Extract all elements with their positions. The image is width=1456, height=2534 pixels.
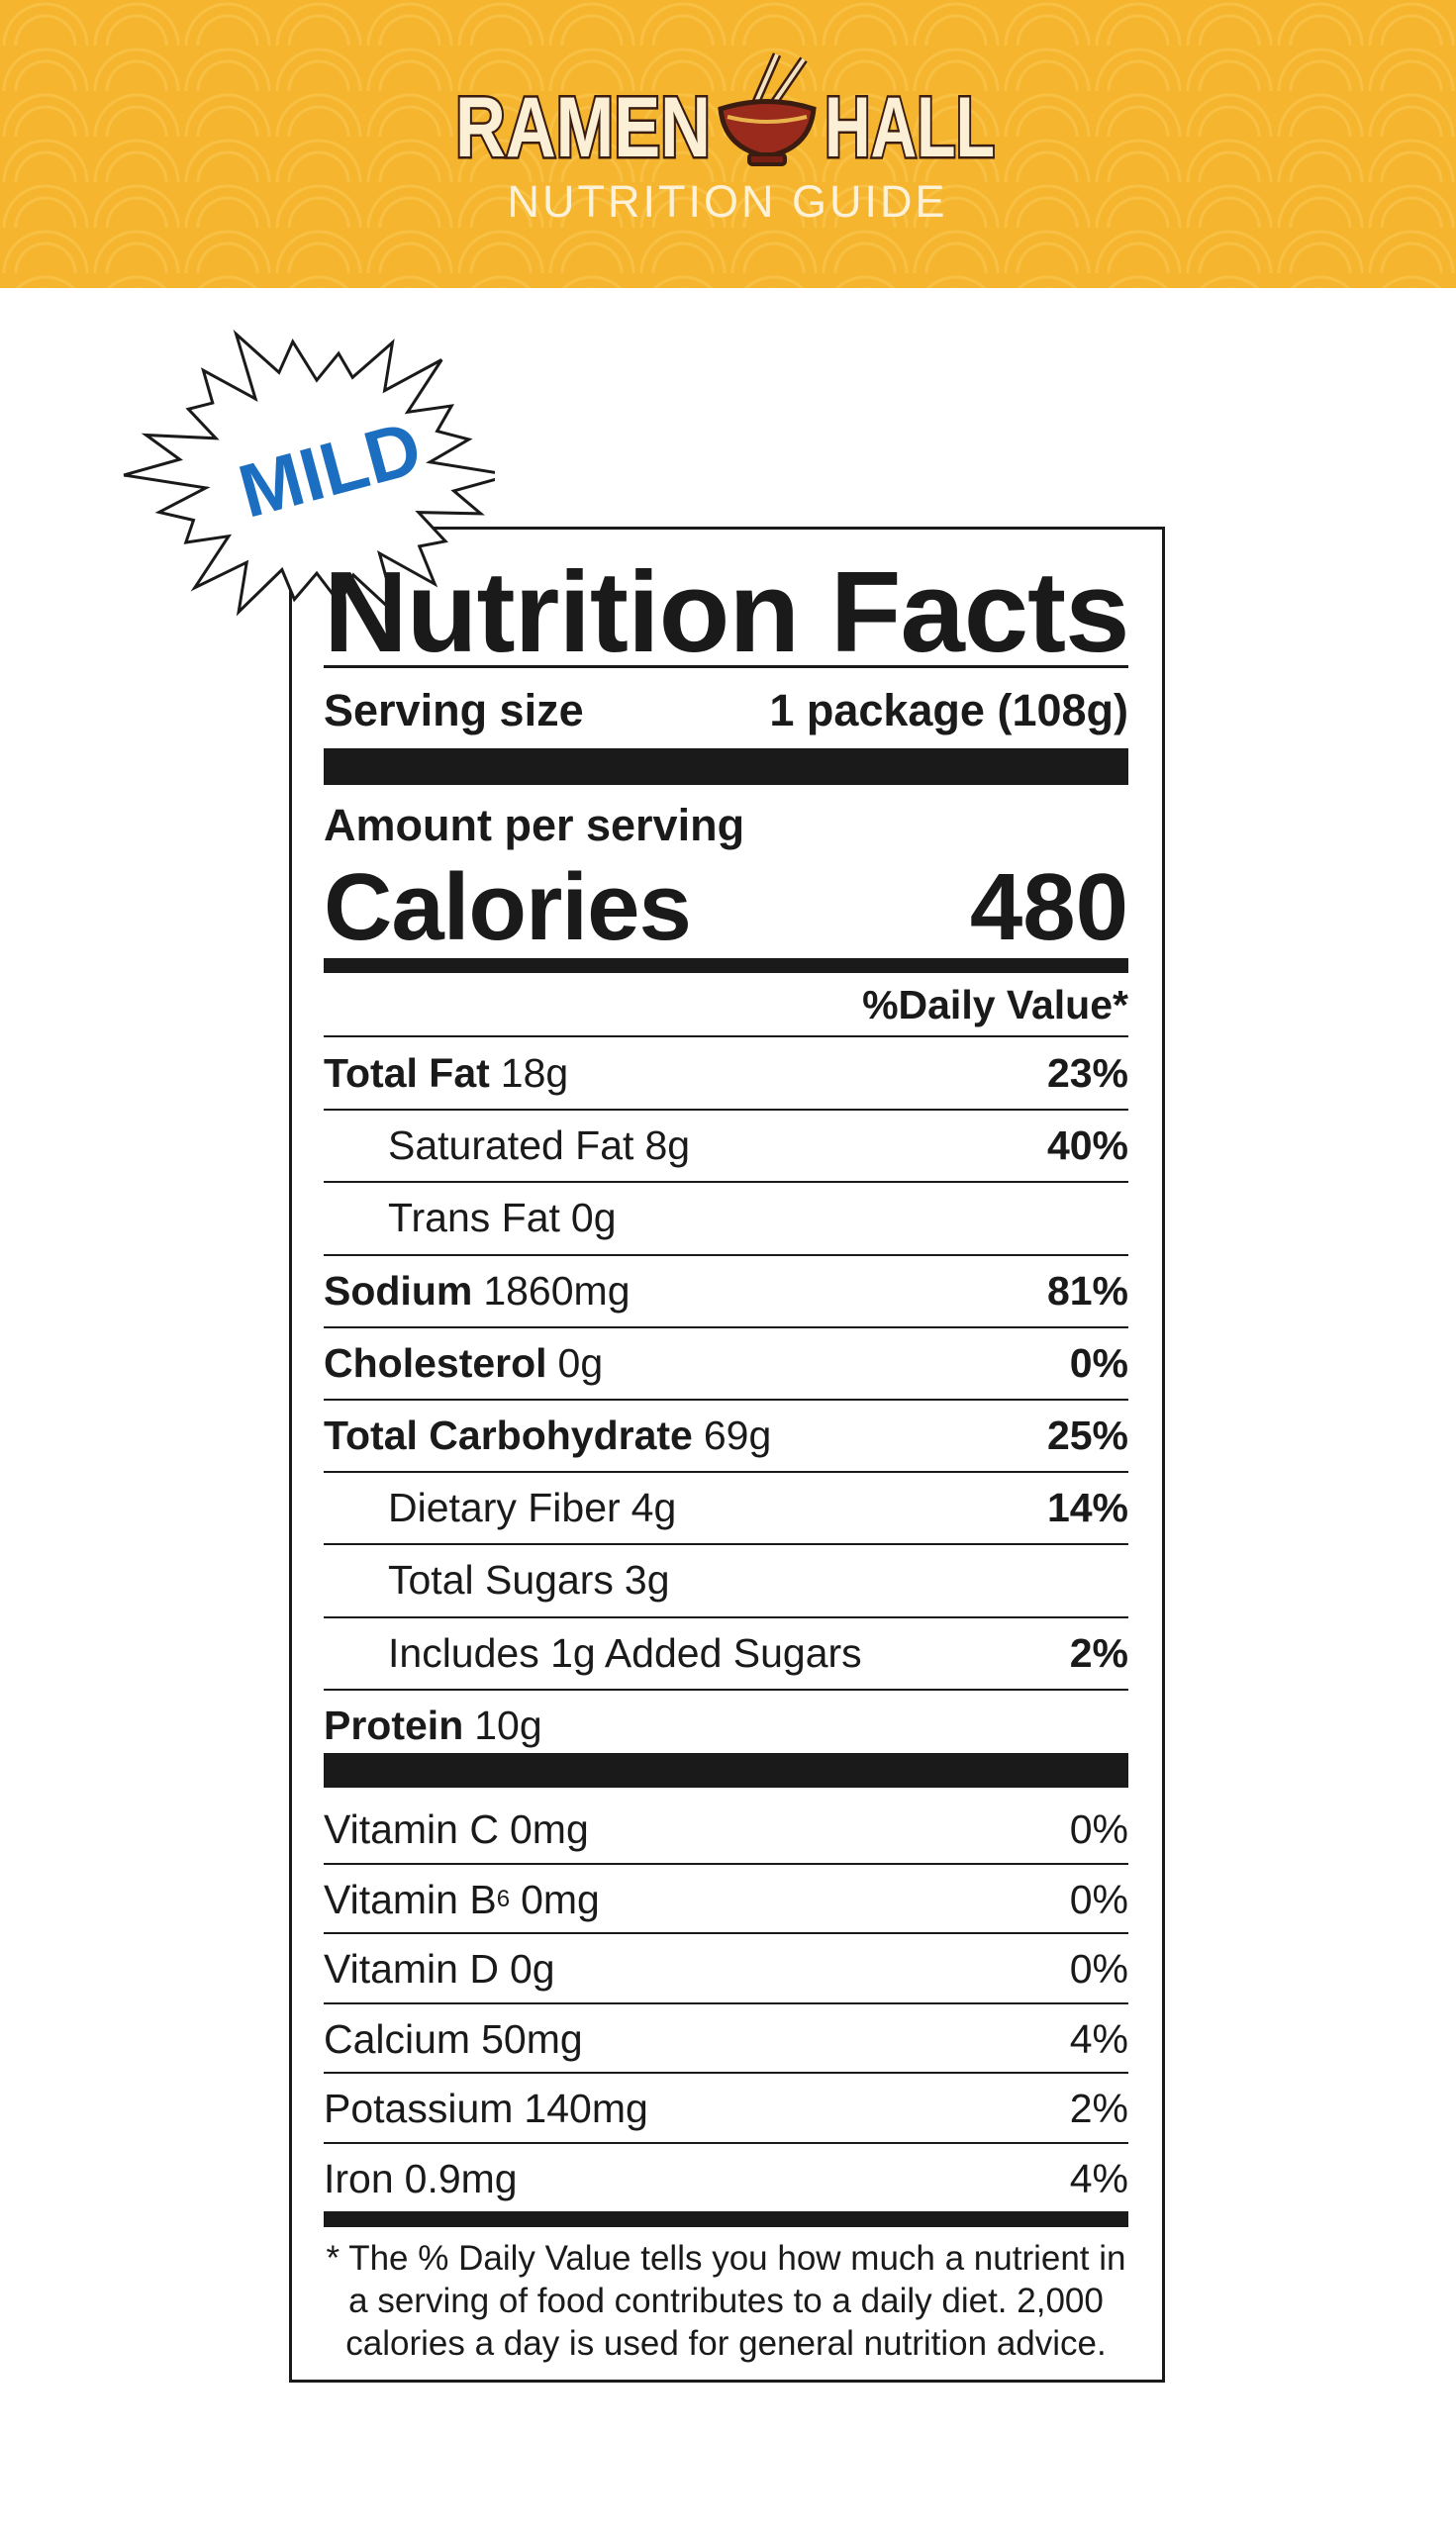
nutrient-amount: 69g <box>703 1413 772 1458</box>
vitamin-amount: 0mg <box>509 1806 589 1852</box>
vitamin-amount: 140mg <box>524 2086 648 2131</box>
vitamin-name: Iron <box>324 2155 394 2201</box>
vitamin-dv: 0% <box>1069 1876 1128 1922</box>
vitamin-amount: 0mg <box>521 1876 600 1922</box>
row-rule <box>324 1325 1128 1328</box>
row-rule <box>324 1862 1128 1865</box>
nutrient-row: Dietary Fiber 4g <box>388 1472 676 1544</box>
vitamin-row: Calcium 50mg <box>324 2003 583 2076</box>
row-rule <box>324 1471 1128 1474</box>
badge: MILD <box>123 329 495 620</box>
row-rule <box>324 1399 1128 1401</box>
nutrient-dv: 0% <box>1069 1339 1128 1386</box>
thick-bar <box>324 1753 1128 1788</box>
footnote: * The % Daily Value tells you how much a… <box>326 2239 1126 2363</box>
nutrient-name: Protein <box>324 1702 464 1748</box>
row-rule <box>324 1253 1128 1256</box>
vitamin-amount: 0.9mg <box>404 2155 518 2201</box>
nutrient-dv: 40% <box>1046 1122 1128 1169</box>
nutrient-amount: 0g <box>557 1339 604 1386</box>
thick-bar <box>324 748 1128 785</box>
nutrient-row: Total Sugars 3g <box>388 1544 670 1616</box>
nutrient-amount: 4g <box>631 1485 677 1531</box>
vitamin-dv: 0% <box>1069 1946 1128 1992</box>
nutrient-row: Trans Fat 0g <box>388 1182 617 1254</box>
vitamin-row: Potassium 140mg <box>324 2073 648 2145</box>
subtitle: NUTRITION GUIDE <box>508 176 948 227</box>
nutrient-amount: 1860mg <box>483 1267 631 1314</box>
vitamin-name: Calcium <box>324 2015 471 2062</box>
nutrient-amount: 8g <box>644 1122 691 1169</box>
vitamin-dv: 4% <box>1069 2155 1128 2201</box>
nutrient-name: Includes 1g Added Sugars <box>388 1629 862 1676</box>
nutrient-row: Cholesterol 0g <box>324 1327 603 1400</box>
nutrient-amount: 0g <box>570 1195 617 1241</box>
calories-value: 480 <box>969 854 1128 960</box>
row-rule <box>324 2141 1128 2144</box>
nutrient-name: Total Carbohydrate <box>324 1413 693 1458</box>
thick-bar <box>324 2211 1128 2227</box>
nutrient-amount: 10g <box>474 1702 542 1748</box>
thick-bar <box>324 958 1128 973</box>
vitamin-dv: 0% <box>1069 1806 1128 1852</box>
row-rule <box>324 2001 1128 2004</box>
title-rule <box>324 665 1128 668</box>
row-rule <box>324 1181 1128 1184</box>
nutrient-row: Includes 1g Added Sugars <box>388 1617 862 1690</box>
row-rule <box>324 1932 1128 1934</box>
vitamin-name: Vitamin B <box>324 1876 497 1922</box>
vitamin-row: Iron 0.9mg <box>324 2143 518 2215</box>
nutrient-row: Protein 10g <box>324 1690 542 1762</box>
vitamin-row: Vitamin B 6 0mg <box>324 1864 600 1936</box>
serving-size-label: Serving size <box>324 685 584 735</box>
row-rule <box>324 1688 1128 1691</box>
nutrient-name: Total Sugars <box>388 1557 614 1604</box>
vitamin-amount: 50mg <box>481 2015 583 2062</box>
nutrient-name: Saturated Fat <box>388 1122 634 1169</box>
nutrient-row: Total Fat 18g <box>324 1037 568 1110</box>
vitamin-name: Potassium <box>324 2086 514 2131</box>
row-rule <box>324 1543 1128 1546</box>
nutrient-dv: 81% <box>1046 1267 1128 1314</box>
vitamin-amount: 0g <box>509 1946 555 1992</box>
brand-right: HALL <box>825 80 995 175</box>
label-title: Nutrition Facts <box>324 547 1129 676</box>
nutrient-name: Dietary Fiber <box>388 1485 621 1531</box>
nutrient-name: Total Fat <box>324 1050 490 1096</box>
bowl-icon <box>718 52 817 166</box>
vitamin-dv: 2% <box>1069 2086 1128 2131</box>
row-rule <box>324 2072 1128 2074</box>
header-banner: RAMEN HALL NUTRITION GUIDE <box>0 0 1456 288</box>
row-rule <box>324 1109 1128 1112</box>
nutrient-name: Trans Fat <box>388 1195 560 1241</box>
vitamin-row: Vitamin D 0g <box>324 1933 555 2005</box>
nutrient-amount: 18g <box>500 1050 569 1096</box>
row-rule <box>324 1035 1128 1037</box>
row-rule <box>324 1615 1128 1618</box>
vitamin-name: Vitamin C <box>324 1806 499 1852</box>
vitamin-dv: 4% <box>1069 2015 1128 2062</box>
nutrient-name: Cholesterol <box>324 1339 547 1386</box>
brand-left: RAMEN <box>455 80 711 175</box>
vitamin-name: Vitamin D <box>324 1946 499 1992</box>
nutrient-row: Total Carbohydrate 69g <box>324 1400 771 1472</box>
nutrient-row: Saturated Fat 8g <box>388 1110 690 1182</box>
calories-label: Calories <box>324 854 692 960</box>
nutrient-dv: 23% <box>1046 1050 1128 1096</box>
vitamin-row: Vitamin C 0mg <box>324 1794 589 1866</box>
nutrient-dv: 2% <box>1069 1629 1128 1676</box>
nutrient-dv: 14% <box>1046 1485 1128 1531</box>
vitamin-subscript: 6 <box>496 1886 511 1912</box>
amount-per-serving: Amount per serving <box>324 800 745 850</box>
nutrient-amount: 3g <box>624 1557 670 1604</box>
daily-value-header: %Daily Value* <box>862 982 1128 1027</box>
burst-shape <box>123 329 495 620</box>
nutrient-row: Sodium 1860mg <box>324 1255 631 1327</box>
serving-size-value: 1 package (108g) <box>769 685 1128 735</box>
nutrient-name: Sodium <box>324 1267 473 1314</box>
logo: RAMEN HALL NUTRITION GUIDE <box>453 52 998 227</box>
nutrient-dv: 25% <box>1046 1413 1128 1458</box>
